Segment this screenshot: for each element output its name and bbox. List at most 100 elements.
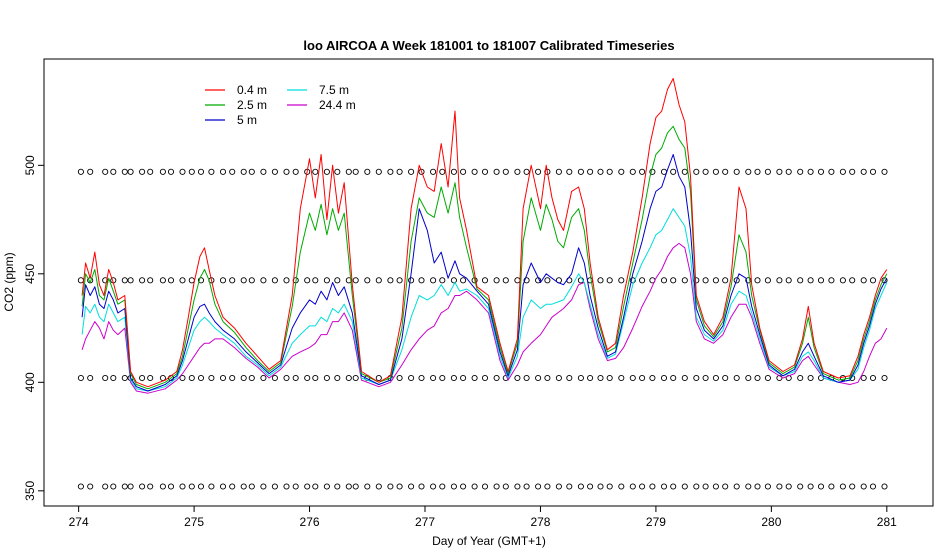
marker-point	[797, 483, 804, 490]
marker-point	[260, 374, 267, 382]
marker-point	[387, 277, 394, 284]
marker-point	[869, 374, 877, 382]
marker-point	[430, 168, 437, 175]
marker-point	[396, 483, 403, 490]
marker-point	[660, 277, 668, 284]
marker-point	[430, 277, 437, 284]
marker-point	[283, 277, 290, 284]
marker-point	[240, 277, 247, 284]
marker-point	[754, 277, 761, 284]
x-tick-label: 277	[415, 515, 435, 529]
marker-point	[271, 483, 278, 490]
marker-point	[418, 168, 425, 175]
marker-point	[102, 483, 109, 490]
marker-point	[188, 374, 195, 382]
marker-point	[660, 483, 668, 490]
marker-point	[754, 168, 761, 175]
marker-point	[304, 277, 311, 284]
marker-point	[785, 277, 792, 284]
marker-point	[712, 168, 719, 175]
marker-point	[544, 277, 551, 284]
marker-point	[208, 483, 215, 490]
legend-label: 24.4 m	[319, 98, 356, 112]
marker-point	[345, 168, 352, 175]
marker-point	[139, 168, 146, 175]
marker-point	[271, 277, 278, 284]
marker-point	[197, 277, 205, 284]
marker-point	[807, 168, 814, 175]
marker-point	[127, 277, 134, 284]
marker-point	[352, 374, 359, 382]
legend-label: 7.5 m	[319, 83, 349, 97]
series-line	[81, 208, 888, 392]
marker-point	[555, 374, 562, 382]
marker-point	[323, 168, 330, 175]
marker-point	[352, 483, 359, 490]
marker-point	[776, 168, 783, 175]
marker-point	[121, 374, 128, 382]
plot-frame	[43, 58, 934, 507]
marker-point	[292, 168, 299, 175]
marker-point	[283, 168, 290, 175]
marker-point	[219, 374, 227, 382]
marker-point	[439, 168, 446, 175]
marker-point	[408, 168, 415, 175]
marker-point	[764, 168, 771, 175]
marker-point	[860, 168, 867, 175]
marker-point	[639, 277, 646, 284]
marker-point	[776, 277, 783, 284]
marker-point	[629, 277, 636, 284]
marker-point	[828, 277, 835, 284]
marker-point	[240, 168, 247, 175]
x-tick-label: 281	[877, 515, 897, 529]
y-axis-title: CO2 (ppm)	[2, 252, 16, 311]
marker-point	[159, 168, 166, 175]
marker-point	[439, 277, 446, 284]
marker-point	[450, 168, 457, 175]
marker-point	[439, 374, 446, 382]
marker-point	[712, 277, 719, 284]
marker-point	[121, 168, 128, 175]
marker-point	[606, 483, 613, 490]
marker-point	[240, 374, 247, 382]
marker-point	[776, 483, 783, 490]
marker-point	[396, 374, 403, 382]
marker-point	[523, 483, 530, 490]
marker-point	[702, 277, 709, 284]
marker-point	[566, 168, 573, 175]
marker-point	[240, 483, 247, 490]
marker-point	[764, 277, 771, 284]
marker-point	[110, 483, 117, 490]
marker-point	[681, 374, 688, 382]
marker-point	[817, 483, 825, 490]
marker-point	[159, 483, 166, 490]
marker-point	[197, 374, 205, 382]
marker-point	[304, 483, 311, 490]
marker-point	[167, 483, 175, 490]
marker-point	[860, 374, 867, 382]
marker-point	[693, 168, 700, 175]
marker-point	[577, 483, 584, 490]
marker-point	[597, 277, 604, 284]
marker-point	[248, 277, 255, 284]
plot-layer	[77, 78, 888, 490]
marker-point	[702, 374, 709, 382]
marker-point	[418, 277, 425, 284]
marker-point	[460, 374, 467, 382]
marker-point	[147, 374, 154, 382]
marker-point	[618, 168, 625, 175]
marker-point	[248, 374, 255, 382]
x-tick-label: 278	[530, 515, 550, 529]
marker-point	[629, 168, 636, 175]
marker-point	[430, 483, 437, 490]
marker-point	[219, 168, 227, 175]
marker-point	[860, 483, 867, 490]
series-line	[81, 154, 888, 392]
marker-point	[807, 374, 814, 382]
marker-point	[523, 374, 530, 382]
marker-point	[881, 374, 888, 382]
marker-point	[334, 483, 341, 490]
marker-point	[460, 168, 467, 175]
marker-point	[733, 168, 740, 175]
marker-point	[345, 483, 352, 490]
